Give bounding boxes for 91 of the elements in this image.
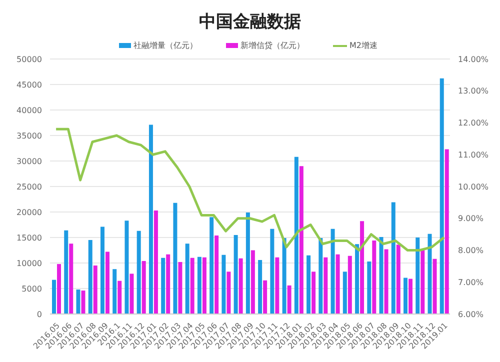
bar bbox=[222, 254, 226, 314]
y-tick-label: 5000 bbox=[22, 284, 42, 294]
bar bbox=[105, 252, 110, 314]
y-tick-label: 35000 bbox=[16, 131, 42, 140]
bar bbox=[142, 260, 146, 314]
bar bbox=[93, 266, 98, 314]
bar bbox=[57, 264, 61, 314]
y2-tick-label: 8.00% bbox=[458, 246, 484, 256]
bar bbox=[384, 249, 388, 314]
bar bbox=[197, 256, 202, 314]
bar bbox=[118, 280, 122, 314]
bar bbox=[88, 240, 92, 314]
bar bbox=[275, 257, 280, 314]
bar bbox=[250, 250, 255, 314]
bar bbox=[112, 269, 117, 314]
bar bbox=[76, 290, 80, 314]
bar bbox=[238, 258, 243, 314]
y2-tick-label: 9.00% bbox=[458, 214, 484, 224]
bar bbox=[210, 217, 214, 314]
bar bbox=[330, 228, 335, 314]
bar bbox=[408, 278, 413, 314]
bar bbox=[404, 278, 408, 314]
bar bbox=[360, 221, 364, 314]
bar bbox=[367, 261, 372, 314]
bar bbox=[372, 240, 376, 314]
bar bbox=[299, 166, 304, 314]
bar bbox=[258, 260, 262, 314]
y2-tick-label: 13.00% bbox=[458, 86, 489, 96]
bar bbox=[130, 274, 134, 314]
bar bbox=[136, 230, 141, 314]
bar bbox=[336, 254, 340, 314]
line-series bbox=[54, 128, 446, 252]
y-tick-label: 0 bbox=[36, 310, 42, 319]
y-tick-label: 45000 bbox=[16, 80, 42, 90]
bar bbox=[185, 244, 190, 314]
legend-label: 新增信贷（亿元） bbox=[240, 40, 304, 51]
y-tick-label: 50000 bbox=[16, 54, 42, 64]
bar bbox=[348, 256, 352, 314]
bar bbox=[234, 234, 238, 314]
bar bbox=[312, 272, 316, 314]
y-tick-label: 10000 bbox=[16, 258, 42, 268]
bar bbox=[124, 220, 129, 314]
y-tick-label: 20000 bbox=[16, 208, 42, 217]
bar bbox=[420, 250, 425, 314]
y2-tick-label: 10.00% bbox=[458, 182, 489, 192]
bar bbox=[81, 290, 86, 314]
bar bbox=[100, 226, 104, 314]
bar bbox=[190, 258, 194, 314]
bar bbox=[246, 212, 250, 314]
bar bbox=[379, 236, 384, 314]
bar bbox=[263, 280, 268, 314]
y2-tick-label: 7.00% bbox=[458, 278, 484, 287]
bar bbox=[416, 238, 420, 314]
bar bbox=[306, 255, 311, 314]
y-tick-label: 30000 bbox=[16, 156, 42, 166]
bar bbox=[270, 228, 274, 314]
bar bbox=[282, 238, 286, 314]
bar bbox=[324, 257, 328, 314]
bar bbox=[52, 280, 56, 314]
bar bbox=[148, 124, 153, 314]
legend-label: 社融增量（亿元） bbox=[132, 40, 198, 51]
bar bbox=[161, 258, 166, 314]
y-tick-label: 40000 bbox=[16, 106, 42, 115]
bar bbox=[428, 234, 432, 314]
bar bbox=[69, 244, 74, 314]
bar bbox=[444, 149, 449, 314]
chart-title: 中国金融数据 bbox=[198, 11, 302, 34]
bar bbox=[440, 78, 444, 314]
y-tick-label: 25000 bbox=[16, 182, 42, 192]
bar bbox=[166, 254, 170, 314]
bar bbox=[355, 244, 360, 314]
bar bbox=[214, 235, 219, 314]
bar bbox=[154, 210, 158, 314]
bar bbox=[178, 262, 182, 314]
bar bbox=[432, 258, 437, 314]
bar bbox=[294, 156, 298, 314]
bar bbox=[173, 202, 178, 314]
y-tick-label: 15000 bbox=[16, 233, 42, 242]
bar bbox=[396, 244, 400, 314]
bar bbox=[318, 238, 323, 314]
y2-tick-label: 11.00% bbox=[458, 150, 489, 160]
legend-label: M2增速 bbox=[348, 40, 378, 51]
bar bbox=[391, 202, 396, 314]
bar bbox=[202, 257, 206, 314]
bar bbox=[226, 272, 231, 314]
y2-tick-label: 14.00% bbox=[458, 54, 489, 64]
bar bbox=[342, 272, 347, 314]
bar bbox=[287, 285, 292, 314]
y2-tick-label: 12.00% bbox=[458, 118, 489, 128]
bar bbox=[64, 230, 68, 314]
y2-tick-label: 6.00% bbox=[458, 310, 484, 319]
